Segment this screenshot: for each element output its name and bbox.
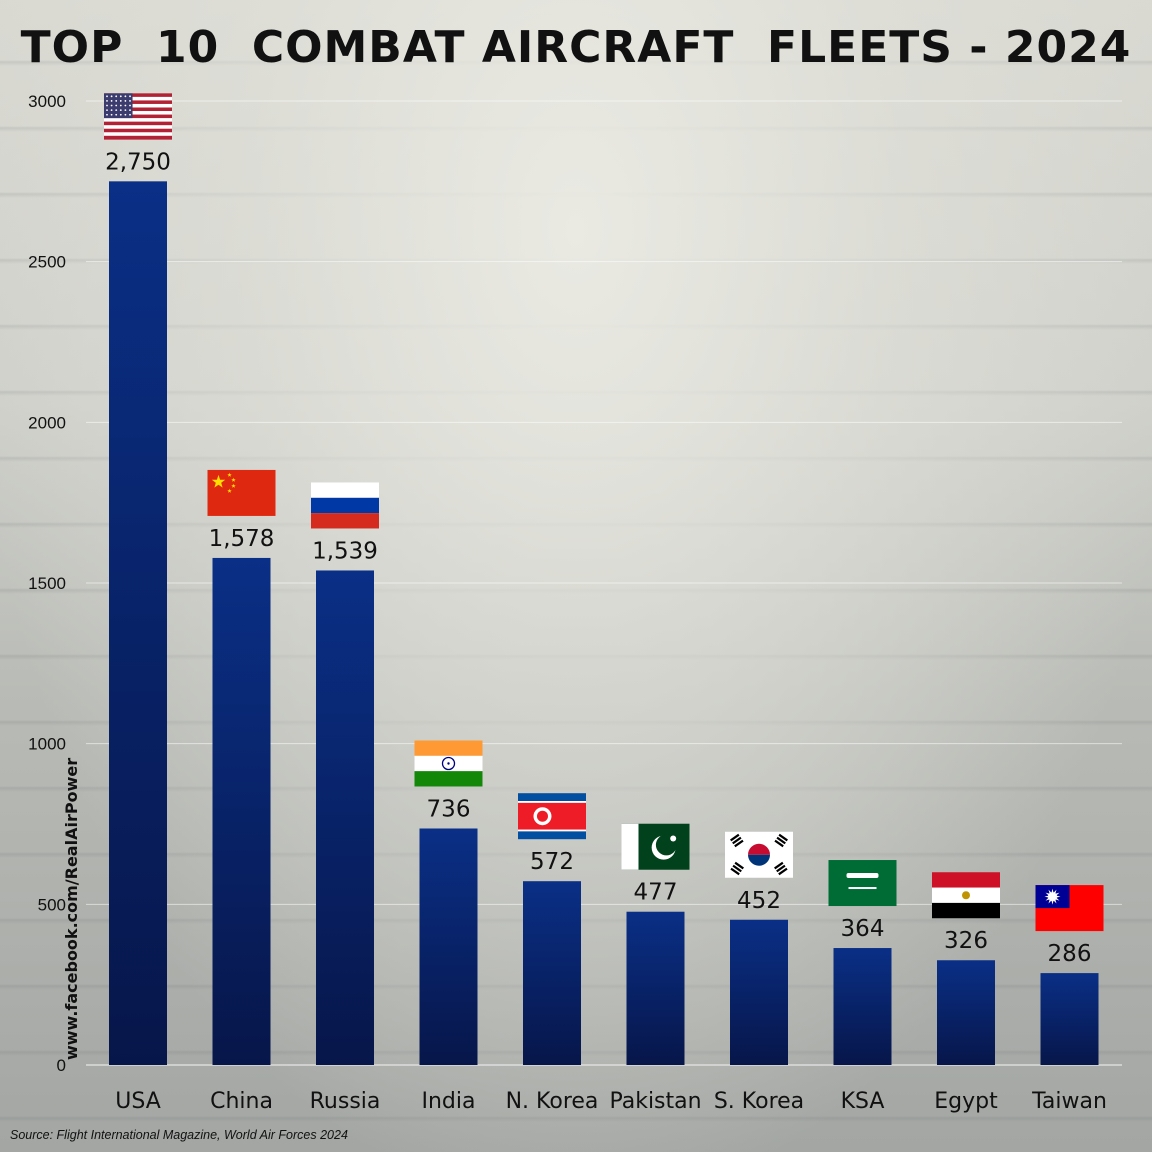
x-tick-label: Taiwan bbox=[1031, 1089, 1107, 1114]
y-tick-label: 3000 bbox=[28, 92, 66, 111]
bar bbox=[212, 557, 271, 1065]
source-note: Source: Flight International Magazine, W… bbox=[10, 1128, 348, 1142]
north-korea-flag bbox=[518, 793, 586, 840]
y-tick-label: 500 bbox=[38, 895, 66, 914]
russia-flag bbox=[311, 482, 379, 529]
bar bbox=[937, 960, 995, 1065]
x-tick-label: USA bbox=[115, 1089, 161, 1114]
y-tick-label: 0 bbox=[57, 1056, 66, 1075]
y-tick-label: 2500 bbox=[28, 253, 66, 272]
usa-flag bbox=[104, 93, 172, 140]
taiwan-flag bbox=[1035, 885, 1104, 932]
bar bbox=[316, 570, 374, 1065]
pakistan-flag bbox=[621, 823, 690, 870]
saudi-arabia-flag bbox=[828, 860, 897, 907]
value-label: 326 bbox=[944, 928, 988, 954]
bar bbox=[1040, 973, 1099, 1065]
value-label: 452 bbox=[737, 888, 781, 914]
x-tick-label: Egypt bbox=[934, 1089, 998, 1114]
value-label: 1,578 bbox=[209, 526, 275, 552]
y-tick-label: 2000 bbox=[28, 413, 66, 432]
bar bbox=[523, 881, 581, 1065]
value-label: 477 bbox=[634, 880, 678, 906]
value-label: 572 bbox=[530, 849, 574, 875]
x-tick-label: Russia bbox=[310, 1089, 381, 1114]
x-tick-label: S. Korea bbox=[714, 1089, 804, 1114]
value-label: 1,539 bbox=[312, 538, 378, 564]
value-label: 364 bbox=[841, 916, 885, 942]
watermark-text: www.facebook.com/RealAirPower bbox=[62, 757, 81, 1060]
x-tick-label: China bbox=[210, 1089, 273, 1114]
chart-title: TOP 10 COMBAT AIRCRAFT FLEETS - 2024 bbox=[20, 22, 1132, 73]
x-tick-label: Pakistan bbox=[609, 1089, 701, 1114]
egypt-flag bbox=[932, 872, 1000, 919]
bar bbox=[833, 948, 892, 1065]
y-tick-label: 1500 bbox=[28, 574, 66, 593]
bar bbox=[109, 181, 167, 1066]
x-tick-label: N. Korea bbox=[506, 1089, 599, 1114]
china-flag bbox=[207, 469, 276, 516]
value-label: 2,750 bbox=[105, 149, 171, 175]
x-tick-label: KSA bbox=[841, 1089, 885, 1114]
bar bbox=[730, 919, 788, 1065]
bar bbox=[626, 911, 685, 1065]
y-tick-label: 1000 bbox=[28, 735, 66, 754]
x-tick-label: India bbox=[422, 1089, 476, 1114]
india-flag bbox=[414, 740, 483, 787]
bar bbox=[419, 828, 478, 1065]
value-label: 286 bbox=[1048, 941, 1092, 967]
value-label: 736 bbox=[427, 796, 471, 822]
south-korea-flag bbox=[725, 831, 793, 878]
